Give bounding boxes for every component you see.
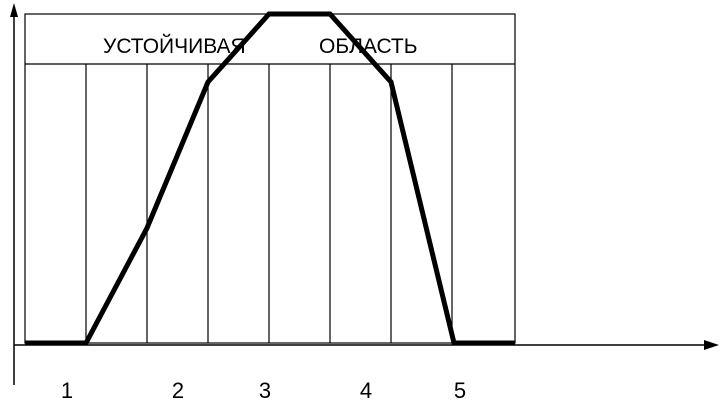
column-dividers: [85, 64, 453, 343]
tick-label-2: 2: [172, 378, 184, 403]
region-label-right: ОБЛАСТЬ: [319, 35, 418, 58]
y-axis-arrow: [10, 3, 18, 17]
stability-curve: [25, 11, 515, 346]
tick-label-4: 4: [360, 378, 372, 403]
x-axis-arrow: [704, 340, 719, 350]
region-label-left: УСТОЙЧИВАЯ: [103, 34, 246, 58]
tick-label-3: 3: [259, 378, 271, 403]
tick-label-5: 5: [454, 378, 466, 403]
tick-label-1: 1: [61, 378, 73, 403]
